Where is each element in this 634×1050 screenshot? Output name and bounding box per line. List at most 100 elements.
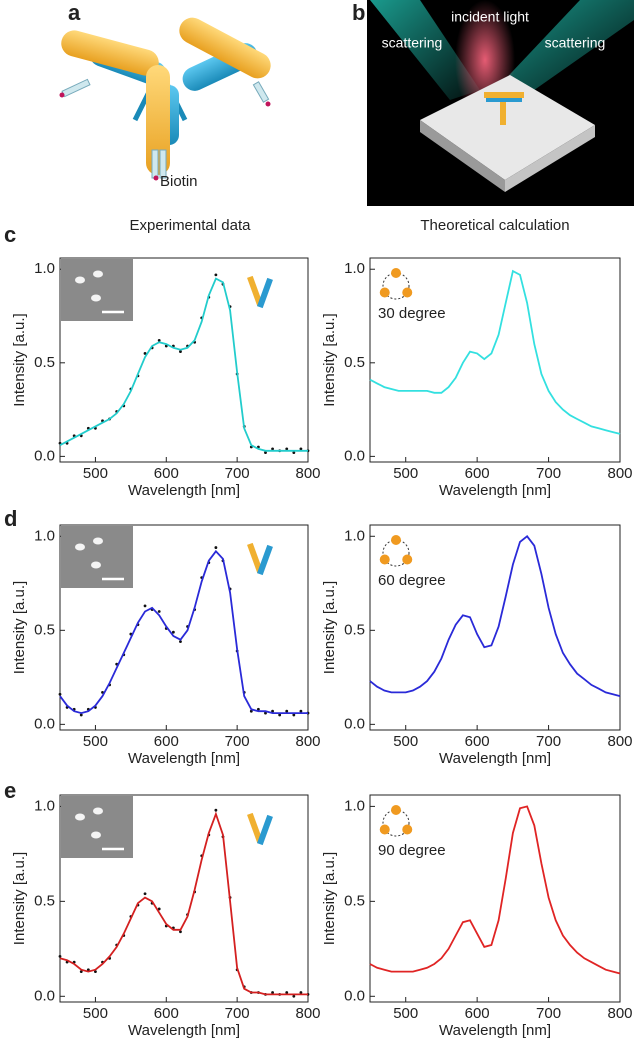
data-line (59, 549, 308, 715)
angle-annotation: 60 degree (378, 572, 446, 589)
data-line (369, 805, 621, 975)
plot-frame (369, 524, 621, 731)
data-point (179, 930, 182, 934)
data-point (179, 640, 182, 644)
data-point (157, 907, 161, 911)
column-title: Experimental data (130, 217, 252, 234)
data-point (285, 709, 289, 713)
structure-icon (247, 275, 263, 307)
structure-icon (257, 544, 273, 576)
x-tick-label: 700 (536, 733, 561, 750)
x-tick-label: 600 (154, 465, 179, 482)
inset-spot (93, 270, 103, 278)
inset-spot (91, 294, 101, 302)
y-axis-label: Intensity [a.u.] (11, 852, 28, 945)
y-tick-label: 1.0 (34, 260, 55, 277)
data-point (214, 808, 218, 812)
data-point (143, 604, 147, 608)
panel-label: a (68, 0, 81, 25)
x-axis-label: Wavelength [nm] (128, 750, 240, 767)
plot-frame (59, 257, 309, 463)
x-tick-label: 700 (536, 1005, 561, 1022)
scattering-label: scattering (545, 35, 606, 51)
inset-spot (75, 813, 85, 821)
data-point (214, 546, 218, 549)
x-axis-label: Wavelength [nm] (128, 1022, 240, 1039)
x-tick-label: 700 (536, 465, 561, 482)
biotin-label: Biotin (160, 173, 198, 190)
inset-image (61, 526, 133, 588)
x-tick-label: 600 (465, 465, 490, 482)
y-axis-label: Intensity [a.u.] (11, 581, 28, 674)
x-axis-label: Wavelength [nm] (439, 1022, 551, 1039)
inset-spot (75, 276, 85, 284)
x-tick-label: 800 (295, 465, 320, 482)
schematic-rod (379, 824, 390, 835)
y-tick-label: 0.5 (344, 354, 365, 371)
scattering-scene (370, 0, 634, 192)
x-tick-label: 700 (225, 1005, 250, 1022)
x-tick-label: 700 (225, 733, 250, 750)
data-point (143, 352, 147, 355)
y-tick-label: 0.0 (344, 715, 365, 732)
data-point (79, 970, 83, 974)
angle-annotation: 30 degree (378, 305, 446, 322)
y-tick-label: 1.0 (34, 797, 55, 814)
panel-label: e (4, 778, 16, 803)
x-tick-label: 800 (295, 1005, 320, 1022)
schematic-rod (391, 535, 401, 545)
schematic-rod (402, 287, 413, 298)
schematic-rod (379, 287, 390, 298)
data-line (369, 269, 621, 435)
x-tick-label: 500 (393, 1005, 418, 1022)
data-point (249, 709, 253, 713)
inset-image (61, 259, 133, 321)
data-point (157, 338, 161, 342)
x-tick-label: 600 (154, 733, 179, 750)
y-tick-label: 1.0 (344, 527, 365, 544)
y-tick-label: 0.0 (344, 447, 365, 464)
schematic-rod (379, 554, 390, 565)
x-tick-label: 800 (607, 465, 632, 482)
data-point (157, 610, 161, 613)
y-tick-label: 0.0 (34, 715, 55, 732)
data-line (369, 535, 621, 697)
x-axis-label: Wavelength [nm] (439, 750, 551, 767)
inset-spot (75, 543, 85, 551)
data-point (278, 713, 282, 717)
x-tick-label: 500 (83, 733, 108, 750)
data-point (292, 713, 296, 717)
data-line (59, 277, 308, 452)
column-title: Theoretical calculation (420, 217, 569, 234)
y-axis-label: Intensity [a.u.] (321, 581, 338, 674)
data-point (271, 447, 274, 451)
data-point (271, 709, 274, 713)
inset-spot (91, 561, 101, 569)
y-tick-label: 1.0 (34, 527, 55, 544)
x-tick-label: 500 (393, 465, 418, 482)
schematic-rod (402, 824, 413, 835)
x-tick-label: 600 (154, 1005, 179, 1022)
data-point (143, 892, 147, 896)
x-axis-label: Wavelength [nm] (128, 482, 240, 499)
origami-structure (59, 17, 271, 181)
data-point (292, 994, 296, 998)
y-tick-label: 0.5 (34, 892, 55, 909)
y-tick-label: 0.0 (34, 987, 55, 1004)
y-tick-label: 0.0 (34, 447, 55, 464)
x-tick-label: 700 (225, 465, 250, 482)
data-point (214, 273, 218, 277)
data-line (59, 811, 308, 996)
data-point (285, 447, 289, 451)
incident-light-label: incident light (451, 9, 529, 25)
plot-frame (369, 794, 621, 1003)
x-tick-label: 600 (465, 733, 490, 750)
structure-icon (247, 542, 263, 574)
x-tick-label: 800 (295, 733, 320, 750)
y-tick-label: 0.5 (34, 354, 55, 371)
data-point (264, 451, 267, 455)
panel-label: c (4, 222, 16, 247)
schematic-rod (402, 554, 413, 565)
inset-spot (93, 807, 103, 815)
data-point (58, 692, 62, 696)
